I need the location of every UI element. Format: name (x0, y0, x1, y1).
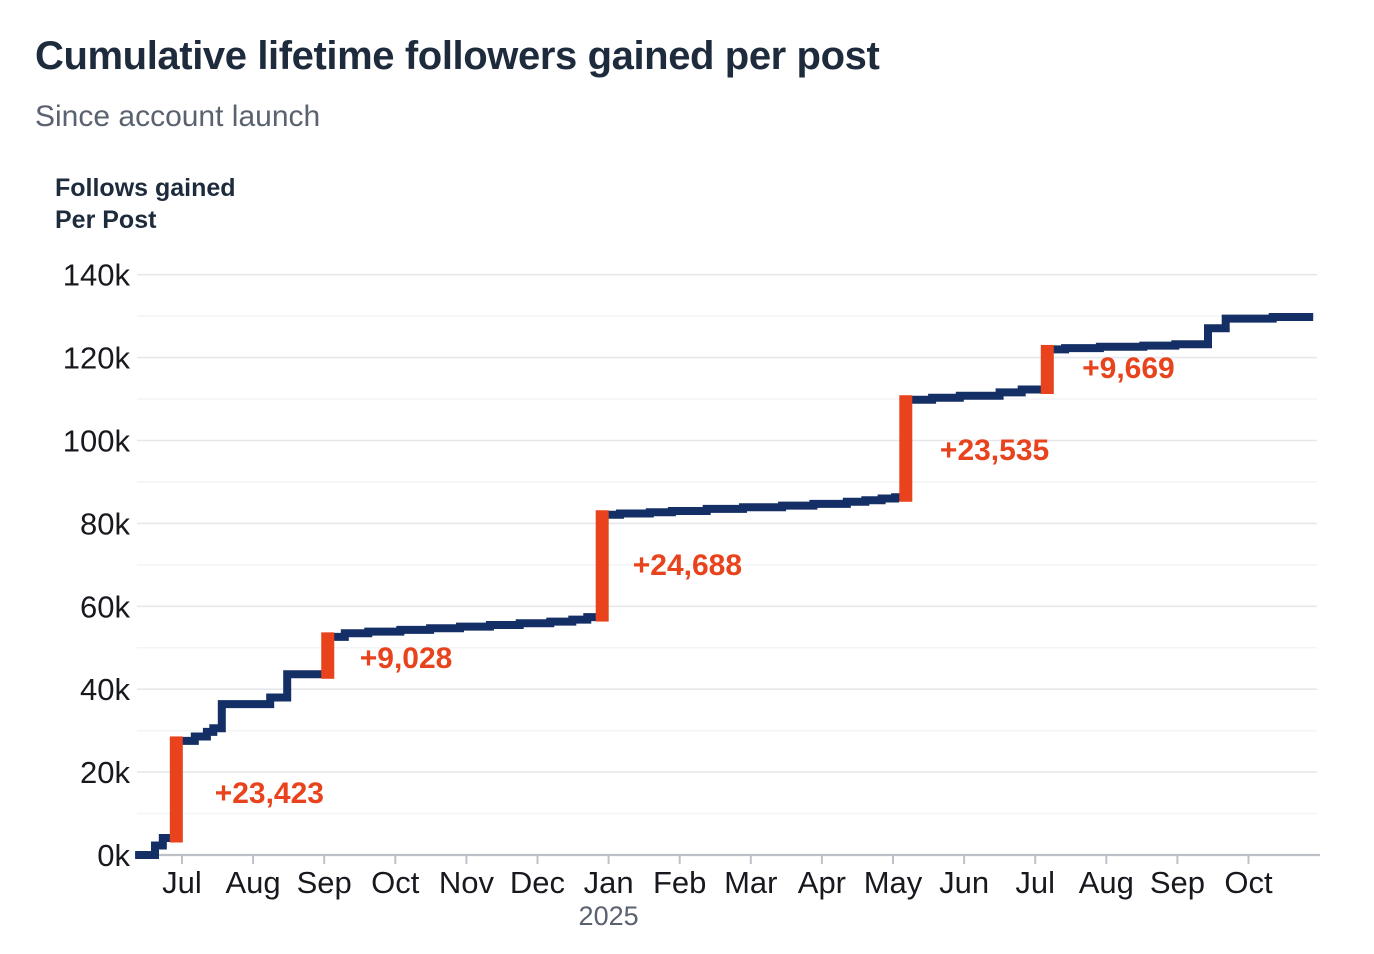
y-tick-label: 60k (80, 589, 130, 624)
step-line-path (135, 313, 1314, 859)
x-tick-label: Apr (798, 865, 846, 900)
highlight-jump-bar (595, 510, 609, 622)
chart-subtitle: Since account launch (35, 100, 321, 133)
highlight-jump-bar (1040, 344, 1054, 395)
x-tick-label: Sep (1150, 865, 1205, 900)
x-tick-label: Jun (939, 865, 989, 900)
x-axis-year-label: 2025 (579, 901, 639, 931)
highlight-jump-bar (169, 736, 183, 843)
y-tick-label: 120k (63, 341, 131, 376)
y-tick-label: 40k (80, 672, 130, 707)
y-tick-label: 20k (80, 755, 130, 790)
x-tick-label: Dec (510, 865, 565, 900)
highlight-jump-bar (899, 395, 913, 502)
highlight-gain-label: +23,535 (940, 434, 1049, 467)
chart-title: Cumulative lifetime followers gained per… (35, 34, 880, 78)
x-tick-label: Jan (584, 865, 634, 900)
x-tick-label: Nov (439, 865, 495, 900)
x-tick-label: Aug (226, 865, 281, 900)
y-axis-title-line2: Per Post (55, 206, 157, 234)
x-tick-label: Sep (297, 865, 352, 900)
x-tick-label: Jul (162, 865, 202, 900)
y-tick-label: 140k (63, 258, 131, 293)
x-tick-label: Aug (1079, 865, 1134, 900)
x-tick-label: Mar (724, 865, 777, 900)
highlight-gain-label: +24,688 (633, 549, 742, 582)
highlight-gain-label: +9,669 (1082, 352, 1175, 385)
y-tick-label: 100k (63, 424, 131, 459)
x-tick-label: May (864, 865, 923, 900)
x-tick-label: Jul (1015, 865, 1055, 900)
highlight-jump-bar (321, 632, 335, 679)
highlight-gain-label: +23,423 (215, 777, 324, 810)
y-tick-label: 80k (80, 506, 130, 541)
y-tick-label: 0k (97, 838, 130, 873)
x-tick-label: Oct (371, 865, 420, 900)
x-tick-label: Oct (1224, 865, 1273, 900)
y-axis-title-line1: Follows gained (55, 174, 236, 202)
x-tick-label: Feb (653, 865, 706, 900)
highlight-gain-label: +9,028 (360, 642, 453, 675)
y-axis-title: Follows gained Per Post (55, 172, 236, 236)
